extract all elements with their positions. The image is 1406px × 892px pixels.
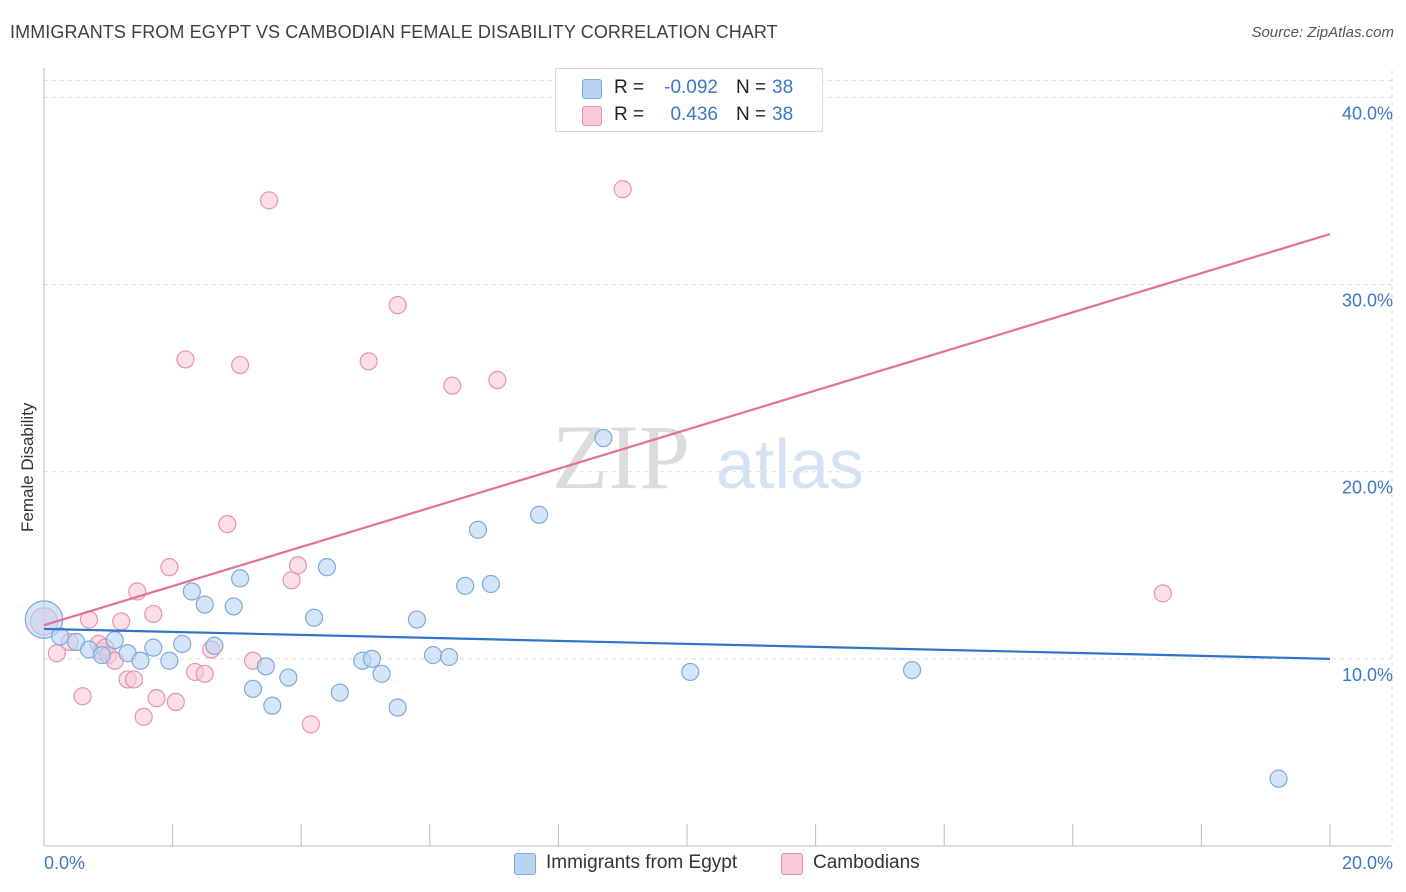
legend-row-cambodians: R = 0.436 N = 38 — [556, 102, 822, 128]
data-point — [439, 647, 459, 667]
y-tick-label: 20.0% — [1342, 478, 1393, 498]
legend-r-label: R = — [614, 104, 645, 125]
legend-row-egypt: R = -0.092 N = 38 — [556, 75, 822, 101]
data-point — [330, 683, 349, 702]
data-point — [218, 515, 237, 534]
data-point — [372, 664, 391, 683]
chart-title: IMMIGRANTS FROM EGYPT VS CAMBODIAN FEMAL… — [10, 22, 778, 42]
data-point — [231, 569, 250, 588]
data-point — [105, 631, 124, 650]
data-point — [481, 574, 500, 594]
y-tick-label: 10.0% — [1342, 665, 1393, 685]
data-point — [144, 638, 163, 657]
correlation-legend: R = -0.092 N = 38 R = 0.436 N = 38 — [555, 68, 823, 132]
data-point — [902, 660, 922, 680]
series-legend: Immigrants from Egypt Cambodians — [0, 852, 1406, 878]
watermark-atlas: atlas — [716, 425, 864, 503]
data-point — [359, 352, 378, 371]
data-point — [259, 191, 279, 210]
data-point — [423, 646, 443, 665]
data-point — [112, 612, 131, 631]
legend-swatch-blue — [582, 79, 602, 99]
data-point — [681, 662, 700, 682]
data-point — [362, 649, 382, 668]
data-point — [456, 576, 475, 595]
data-point — [195, 664, 214, 683]
data-point — [263, 696, 282, 715]
legend-label-cambodians: Cambodians — [813, 852, 920, 873]
data-point — [160, 651, 179, 670]
legend-r-value: 0.436 — [670, 104, 718, 125]
data-point — [243, 679, 263, 698]
data-point — [256, 657, 275, 676]
legend-swatch-pink — [582, 106, 602, 126]
legend-n-value: 38 — [772, 104, 794, 125]
y-tick-label: 40.0% — [1342, 103, 1393, 123]
data-point — [443, 376, 462, 395]
data-point — [176, 350, 195, 369]
watermark-zip: ZIP — [552, 406, 690, 508]
data-point — [131, 651, 150, 670]
data-point — [50, 627, 70, 646]
data-point — [1153, 584, 1172, 603]
data-point — [282, 571, 301, 590]
legend-swatch-pink — [781, 853, 803, 875]
data-point — [147, 689, 166, 708]
watermark: ZIP atlas — [552, 406, 864, 508]
legend-n-label: N = — [736, 77, 767, 98]
data-point — [73, 687, 92, 706]
data-point — [224, 597, 243, 616]
trend-lines — [43, 232, 1331, 660]
data-point — [288, 556, 308, 575]
x-tick-label: 20.0% — [1342, 853, 1393, 873]
data-point — [166, 692, 185, 712]
legend-r-value: -0.092 — [664, 77, 718, 98]
data-point — [124, 670, 144, 689]
data-point — [92, 646, 111, 665]
legend-r-label: R = — [614, 77, 645, 98]
data-point — [134, 707, 153, 726]
data-point — [317, 558, 337, 577]
data-point — [231, 355, 250, 375]
legend-n-label: N = — [736, 104, 767, 125]
data-point — [530, 505, 549, 524]
data-point — [160, 558, 179, 577]
legend-label-egypt: Immigrants from Egypt — [546, 852, 738, 873]
data-point — [173, 634, 192, 653]
y-tick-label: 30.0% — [1342, 291, 1393, 311]
legend-swatch-blue — [514, 853, 536, 875]
trend-line-cambodians — [43, 232, 1331, 627]
data-point — [388, 296, 407, 315]
tick-labels: 10.0% 20.0% 30.0% 40.0% 0.0% 20.0% — [44, 103, 1393, 873]
axes — [43, 68, 1392, 847]
data-point — [144, 604, 163, 624]
data-point — [613, 180, 632, 199]
trend-line-egypt — [43, 627, 1331, 660]
data-point — [1269, 769, 1288, 788]
data-point — [407, 610, 427, 629]
data-point — [195, 595, 214, 614]
data-point — [205, 636, 224, 655]
legend-n-value: 38 — [772, 77, 794, 98]
data-point — [388, 698, 407, 717]
data-point — [304, 608, 324, 627]
x-tick-label: 0.0% — [44, 853, 85, 873]
data-point — [279, 668, 298, 687]
data-point — [468, 520, 488, 539]
data-point — [301, 715, 320, 734]
data-point — [182, 582, 201, 601]
data-point — [594, 428, 613, 448]
source-label: Source: ZipAtlas.com — [1251, 24, 1394, 41]
data-point — [488, 370, 507, 390]
